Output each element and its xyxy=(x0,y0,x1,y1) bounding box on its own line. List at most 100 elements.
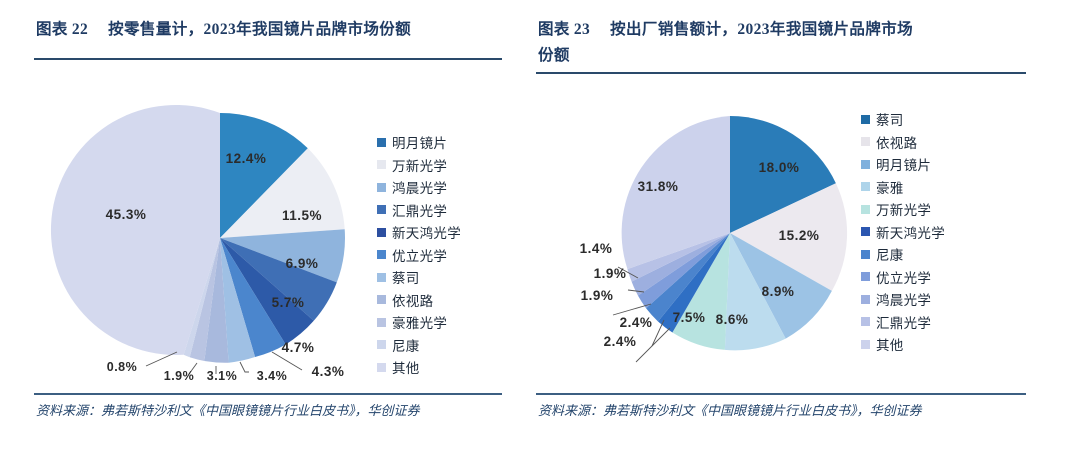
figure-22-pie-chart: 12.4% 11.5% 6.9% 5.7% 4.7% 4.3% 3.4% 3.1… xyxy=(50,100,380,390)
legend-item-xintianhong[interactable]: 新天鸿光学 xyxy=(861,221,945,244)
pie-slice-nikon xyxy=(183,238,220,358)
legend-label-xintianhong: 新天鸿光学 xyxy=(876,225,945,241)
legend-swatch-icon xyxy=(377,227,386,237)
legend-label-nikon: 尼康 xyxy=(392,338,420,354)
legend-swatch-icon xyxy=(377,182,386,192)
figure-22-pie-svg: 12.4% 11.5% 6.9% 5.7% 4.7% 4.3% 3.4% 3.1… xyxy=(50,104,345,383)
legend-swatch-icon xyxy=(861,294,870,304)
legend-label-hongchen: 鸿晨光学 xyxy=(392,181,448,197)
pie-label-3-4: 3.4% xyxy=(257,369,288,383)
legend-item-hoya[interactable]: 豪雅光学 xyxy=(377,311,461,334)
legend-label-xintianhong: 新天鸿光学 xyxy=(392,226,461,242)
legend-item-youli[interactable]: 优立光学 xyxy=(861,266,945,289)
leader-line-1-9-a xyxy=(627,289,645,293)
legend-label-hoya: 豪雅 xyxy=(876,180,904,196)
legend-item-hongchen[interactable]: 鸿晨光学 xyxy=(377,176,461,199)
leader-line-1-9-b xyxy=(612,303,652,316)
legend-item-zeiss[interactable]: 蔡司 xyxy=(377,266,461,289)
pie-label-4-3: 4.3% xyxy=(312,364,345,379)
legend-item-huiding[interactable]: 汇鼎光学 xyxy=(377,199,461,222)
legend-swatch-icon xyxy=(377,160,386,170)
legend-swatch-icon xyxy=(377,250,386,260)
legend-swatch-icon xyxy=(861,272,870,282)
figure-23-title: 图表 23 按出厂销售额计，2023年我国镜片品牌市场 份额 xyxy=(538,17,1008,69)
legend-item-others[interactable]: 其他 xyxy=(861,333,945,356)
pie-slice-hongchen xyxy=(631,233,730,296)
pie-label-8-6: 8.6% xyxy=(716,312,749,327)
legend-swatch-icon xyxy=(377,340,386,350)
figure-22-panel: 图表 22 按零售量计，2023年我国镜片品牌市场份额 xyxy=(0,0,530,458)
legend-item-hoya[interactable]: 豪雅 xyxy=(861,176,945,199)
legend-label-huiding: 汇鼎光学 xyxy=(876,315,932,331)
pie-slice-nikon xyxy=(646,233,730,322)
pie-slice-huiding xyxy=(220,238,337,321)
legend-label-essilor: 依视路 xyxy=(876,135,918,151)
legend-item-xintianhong[interactable]: 新天鸿光学 xyxy=(377,221,461,244)
pie-label-7-5: 7.5% xyxy=(673,310,706,325)
figure-23-title-prefix: 图表 xyxy=(538,21,570,38)
legend-swatch-icon xyxy=(861,137,870,147)
figure-22-source-rule xyxy=(34,393,502,395)
figure-22-title: 图表 22 按零售量计，2023年我国镜片品牌市场份额 xyxy=(36,17,411,43)
leader-line-1-4 xyxy=(617,266,639,279)
legend-item-hongchen[interactable]: 鸿晨光学 xyxy=(861,288,945,311)
legend-label-others: 其他 xyxy=(876,338,904,354)
pie-slice-essilor xyxy=(204,238,229,363)
pie-slice-xintianhong xyxy=(220,238,314,345)
pie-slice-hoya xyxy=(724,233,786,351)
legend-item-essilor[interactable]: 依视路 xyxy=(377,289,461,312)
pie-label-1-9-b: 1.9% xyxy=(594,266,627,281)
legend-swatch-icon xyxy=(861,114,870,124)
pie-slice-zeiss xyxy=(730,116,836,233)
figure-22-legend: 明月镜片 万新光学 鸿晨光学 汇鼎光学 新天鸿光学 优立光学 xyxy=(377,131,461,379)
pie-slice-wanxin xyxy=(672,233,730,350)
legend-swatch-icon xyxy=(861,339,870,349)
legend-swatch-icon xyxy=(861,227,870,237)
figure-22-source: 资料来源：弗若斯特沙利文《中国眼镜镜片行业白皮书》，华创证券 xyxy=(36,403,420,418)
legend-item-wanxin[interactable]: 万新光学 xyxy=(377,154,461,177)
legend-label-zeiss: 蔡司 xyxy=(876,113,904,129)
pie-slice-youli xyxy=(220,238,286,358)
legend-item-wanxin[interactable]: 万新光学 xyxy=(861,198,945,221)
pie-label-2-4-a: 2.4% xyxy=(620,315,653,330)
legend-item-mingyue[interactable]: 明月镜片 xyxy=(377,131,461,154)
pie-slice-xintianhong xyxy=(657,233,730,333)
figure-22-title-rule xyxy=(34,58,502,60)
legend-swatch-icon xyxy=(861,249,870,259)
legend-swatch-icon xyxy=(377,362,386,372)
figure-23-title-number: 23 xyxy=(573,21,591,38)
leader-line-3-4 xyxy=(239,361,249,373)
figure-22-title-text: 按零售量计，2023年我国镜片品牌市场份额 xyxy=(108,21,412,38)
legend-item-essilor[interactable]: 依视路 xyxy=(861,131,945,154)
legend-item-nikon[interactable]: 尼康 xyxy=(861,243,945,266)
legend-item-youli[interactable]: 优立光学 xyxy=(377,244,461,267)
legend-swatch-icon xyxy=(861,182,870,192)
legend-item-mingyue[interactable]: 明月镜片 xyxy=(861,153,945,176)
pie-slice-hoya xyxy=(189,238,220,362)
legend-item-huiding[interactable]: 汇鼎光学 xyxy=(861,311,945,334)
legend-swatch-icon xyxy=(861,159,870,169)
pie-label-6-9: 6.9% xyxy=(286,256,319,271)
pie-label-1-9: 1.9% xyxy=(164,369,195,383)
legend-swatch-icon xyxy=(377,317,386,327)
pie-slice-hongchen xyxy=(220,229,345,283)
legend-swatch-icon xyxy=(377,272,386,282)
leader-line-0-8 xyxy=(145,351,178,367)
pie-slice-others xyxy=(50,104,221,355)
pie-label-11-5: 11.5% xyxy=(282,208,322,223)
pie-label-5-7: 5.7% xyxy=(272,295,305,310)
legend-item-zeiss[interactable]: 蔡司 xyxy=(861,108,945,131)
pie-slice-huiding xyxy=(627,233,730,282)
leader-line-4-3 xyxy=(271,351,303,371)
legend-item-others[interactable]: 其他 xyxy=(377,356,461,379)
legend-item-nikon[interactable]: 尼康 xyxy=(377,334,461,357)
pie-label-2-4-b: 2.4% xyxy=(604,334,637,349)
legend-swatch-icon xyxy=(377,205,386,215)
figure-23-title-text: 按出厂销售额计，2023年我国镜片品牌市场 xyxy=(610,21,914,38)
pie-label-3-1: 3.1% xyxy=(207,369,238,383)
legend-label-hongchen: 鸿晨光学 xyxy=(876,293,932,309)
pie-slice-wanxin xyxy=(220,148,345,238)
legend-swatch-icon xyxy=(861,204,870,214)
legend-label-youli: 优立光学 xyxy=(392,248,448,264)
